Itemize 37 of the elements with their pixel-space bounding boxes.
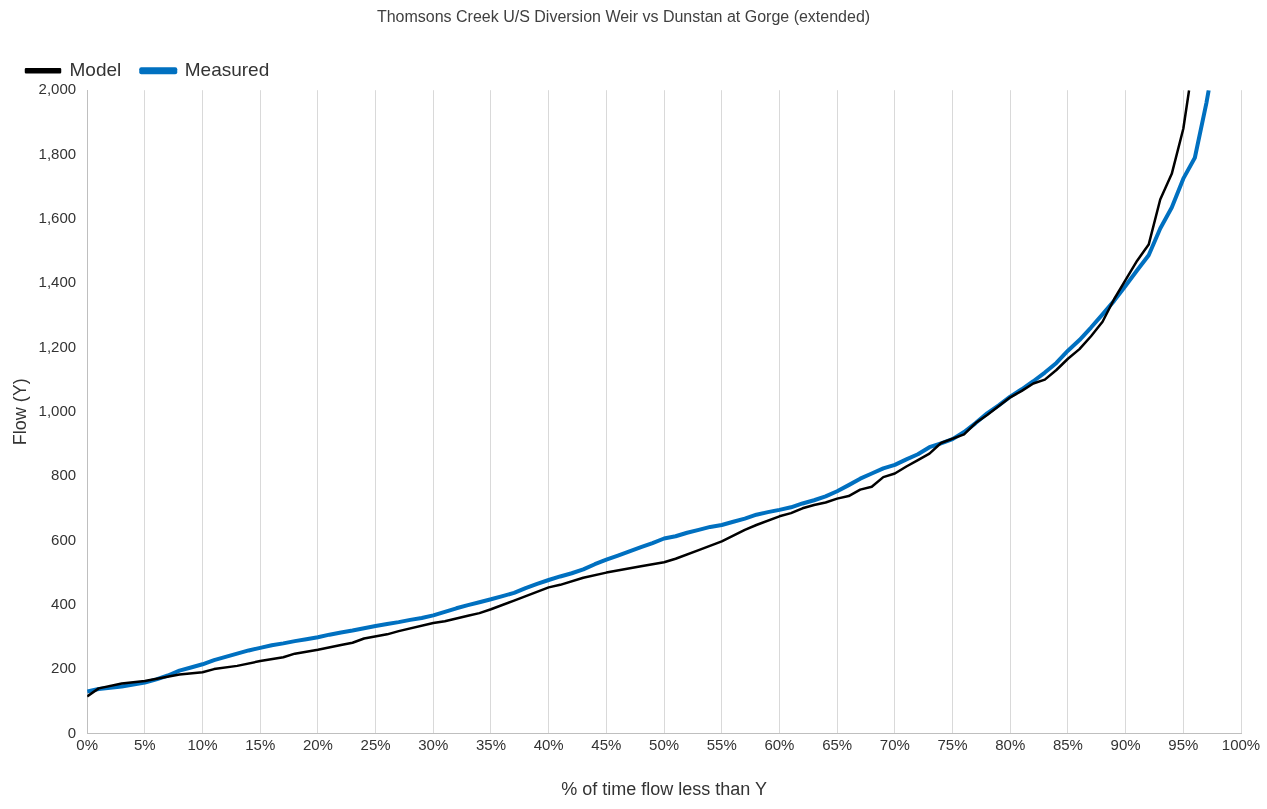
legend-label: Model xyxy=(69,58,122,80)
y-tick-label: 1,800 xyxy=(38,144,77,162)
y-axis-title: Flow (Y) xyxy=(9,378,30,446)
y-tick-label: 1,400 xyxy=(38,273,77,291)
y-tick-label: 1,200 xyxy=(38,337,77,355)
x-tick-label: 20% xyxy=(302,735,333,753)
legend-label: Measured xyxy=(184,58,270,80)
x-tick-label: 45% xyxy=(591,735,622,753)
x-tick-label: 70% xyxy=(879,735,910,753)
chart-title: Thomsons Creek U/S Diversion Weir vs Dunstan at Gorge (extended) xyxy=(376,8,871,26)
x-tick-label: 15% xyxy=(245,735,276,753)
x-axis-title: % of time flow less than Y xyxy=(561,779,767,800)
x-tick-label: 40% xyxy=(533,735,564,753)
x-tick-label: 100% xyxy=(1221,735,1261,753)
x-tick-label: 80% xyxy=(995,735,1026,753)
x-tick-label: 95% xyxy=(1168,735,1199,753)
x-tick-label: 30% xyxy=(418,735,449,753)
x-tick-label: 25% xyxy=(360,735,391,753)
y-tick-label: 2,000 xyxy=(38,80,77,98)
x-tick-label: 65% xyxy=(822,735,853,753)
x-tick-label: 0% xyxy=(76,735,98,753)
x-tick-label: 50% xyxy=(649,735,680,753)
x-tick-label: 55% xyxy=(706,735,737,753)
y-tick-label: 1,000 xyxy=(38,401,77,419)
x-tick-label: 85% xyxy=(1052,735,1083,753)
y-tick-label: 200 xyxy=(51,659,77,677)
x-tick-label: 35% xyxy=(475,735,506,753)
x-tick-label: 60% xyxy=(764,735,795,753)
y-tick-label: 400 xyxy=(51,594,77,612)
x-tick-label: 90% xyxy=(1110,735,1141,753)
x-tick-label: 10% xyxy=(187,735,218,753)
x-tick-label: 75% xyxy=(937,735,968,753)
x-tick-label: 5% xyxy=(133,735,156,753)
y-tick-label: 1,600 xyxy=(38,208,77,226)
y-tick-label: 0 xyxy=(67,723,77,741)
y-tick-label: 800 xyxy=(51,466,77,484)
y-tick-label: 600 xyxy=(51,530,77,548)
